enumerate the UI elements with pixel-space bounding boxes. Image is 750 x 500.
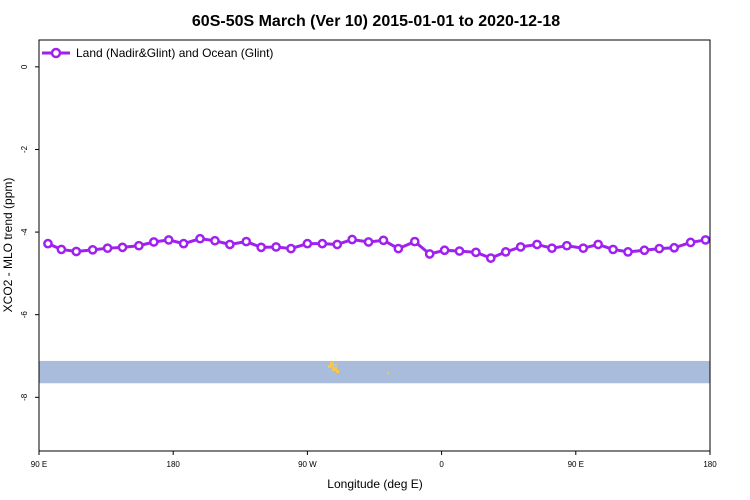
land-speck [336,369,339,373]
data-point [669,242,680,253]
plot-frame [38,39,711,452]
data-point [547,243,557,254]
data-point [178,238,189,249]
data-point [378,235,389,246]
data-point [210,235,220,246]
data-point [241,236,252,247]
data-point [102,243,113,254]
data-point [685,237,696,248]
data-point [71,246,82,257]
series-layer [43,233,711,263]
data-point [409,236,420,247]
data-point [439,245,450,256]
data-point [562,240,572,251]
y-tick-label: -6 [20,311,29,319]
data-point [271,242,281,252]
land-speck [330,361,334,367]
legend-marker [50,47,62,59]
map-band [39,360,710,384]
data-point [578,243,589,254]
land-speck [335,363,337,366]
data-point [500,247,511,257]
series-line [47,237,706,260]
x-tick-label: 90 E [568,460,584,469]
x-tick-label: 180 [167,460,181,469]
land-speck [332,366,337,371]
x-tick-label: 90 W [298,460,317,469]
land-speck [387,371,389,374]
data-point [117,242,128,253]
land-speck [328,364,331,368]
data-point [56,244,67,255]
data-point [163,235,174,245]
data-point [195,233,205,244]
data-point [485,253,496,263]
data-point [87,244,98,255]
data-point [363,237,374,247]
x-tick-label: 0 [439,460,444,469]
x-tick-label: 90 E [31,460,47,469]
data-point [302,238,313,249]
data-point [532,239,542,250]
data-point [347,234,357,245]
y-tick-label: 0 [20,64,29,69]
data-point [654,243,665,254]
data-point [623,247,633,257]
x-tick-label: 180 [703,460,717,469]
data-point [608,244,618,255]
data-point [471,247,481,258]
data-point [332,239,343,250]
data-point [148,237,159,247]
data-point [454,246,465,256]
legend: Land (Nadir&Glint) and Ocean (Glint) [42,46,273,60]
data-point [134,240,144,251]
legend-label: Land (Nadir&Glint) and Ocean (Glint) [76,46,273,60]
chart-title: 60S-50S March (Ver 10) 2015-01-01 to 202… [192,13,560,30]
data-point [256,242,267,253]
data-point [593,239,604,250]
y-tick-label: -2 [20,145,29,153]
data-point [317,238,328,249]
data-point [393,243,404,254]
y-tick-label: -8 [20,393,29,401]
data-point [700,235,711,245]
x-axis: 90 E 180 90 W 0 90 E 180 [31,451,717,469]
data-point [424,249,435,259]
y-tick-label: -4 [20,228,29,236]
data-point [515,242,526,252]
land-band [39,360,710,384]
data-point [43,238,53,249]
y-axis: 0 -2 -4 -6 -8 [20,64,39,401]
data-point [286,243,296,254]
data-point [639,245,650,256]
y-axis-label: XCO2 - MLO trend (ppm) [1,178,15,313]
x-axis-label: Longitude (deg E) [327,477,422,491]
data-point [225,239,235,250]
